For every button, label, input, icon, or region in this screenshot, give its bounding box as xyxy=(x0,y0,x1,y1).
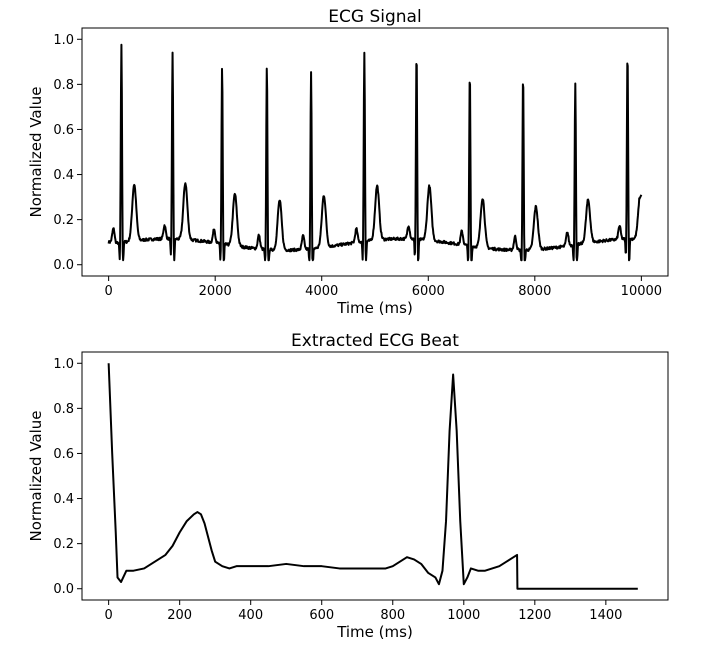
y-tick-label: 0.6 xyxy=(53,123,74,138)
ecg-signal-line xyxy=(107,43,643,262)
chart-title: ECG Signal xyxy=(328,7,421,27)
chart-title: Extracted ECG Beat xyxy=(291,331,459,351)
x-tick-label: 0 xyxy=(104,284,112,299)
ecg-signal-chart: ECG Signal 0.0 0.2 0.4 0.6 0.8 1.0 0 2000 4000 6… xyxy=(27,7,669,317)
x-tick-label: 4000 xyxy=(305,284,338,299)
y-tick-label: 0.4 xyxy=(53,168,74,183)
y-tick-label: 0.6 xyxy=(53,447,74,462)
x-tick-label: 6000 xyxy=(412,284,445,299)
y-axis-label: Normalized Value xyxy=(27,86,45,217)
x-tick-label: 400 xyxy=(238,608,263,623)
y-tick-label: 1.0 xyxy=(53,357,74,372)
x-tick-label: 200 xyxy=(167,608,192,623)
y-tick-labels: 0.0 0.2 0.4 0.6 0.8 1.0 xyxy=(53,357,82,597)
x-tick-label: 1400 xyxy=(589,608,622,623)
x-tick-label: 1000 xyxy=(447,608,480,623)
x-axis-label: Time (ms) xyxy=(336,299,413,317)
extracted-beat-chart: Extracted ECG Beat 0.0 0.2 0.4 0.6 0.8 1.0 0 2… xyxy=(27,331,669,641)
x-tick-label: 2000 xyxy=(199,284,232,299)
x-tick-label: 8000 xyxy=(518,284,551,299)
x-tick-labels: 0 200 400 600 800 1000 1200 1400 xyxy=(104,600,622,623)
x-tick-label: 1200 xyxy=(518,608,551,623)
y-axis-label: Normalized Value xyxy=(27,410,45,541)
y-tick-label: 0.0 xyxy=(53,258,74,273)
y-tick-labels: 0.0 0.2 0.4 0.6 0.8 1.0 xyxy=(53,33,82,273)
x-tick-label: 600 xyxy=(309,608,334,623)
plot-frame xyxy=(81,27,669,277)
x-tick-label: 800 xyxy=(380,608,405,623)
plot-frame xyxy=(81,351,669,601)
x-tick-labels: 0 2000 4000 6000 8000 10000 xyxy=(104,276,662,299)
y-tick-label: 0.8 xyxy=(53,402,74,417)
x-tick-label: 10000 xyxy=(621,284,662,299)
y-tick-label: 0.4 xyxy=(53,492,74,507)
y-tick-label: 0.2 xyxy=(53,537,74,552)
x-axis-label: Time (ms) xyxy=(336,623,413,641)
y-tick-label: 0.0 xyxy=(53,582,74,597)
x-tick-label: 0 xyxy=(104,608,112,623)
y-tick-label: 0.2 xyxy=(53,213,74,228)
y-tick-label: 1.0 xyxy=(53,33,74,48)
y-tick-label: 0.8 xyxy=(53,78,74,93)
extracted-beat-line xyxy=(107,363,638,590)
